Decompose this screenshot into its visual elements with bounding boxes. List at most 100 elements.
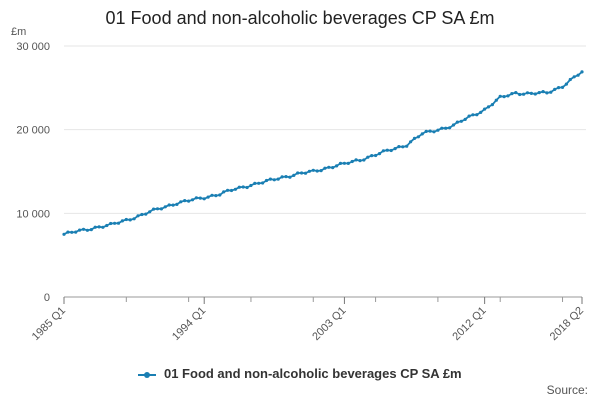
data-point[interactable]: [257, 181, 261, 185]
data-point[interactable]: [70, 230, 74, 234]
data-point[interactable]: [284, 175, 288, 179]
data-point[interactable]: [405, 144, 409, 148]
data-point[interactable]: [66, 230, 70, 234]
data-point[interactable]: [128, 218, 132, 222]
data-point[interactable]: [222, 190, 226, 194]
data-point[interactable]: [553, 87, 557, 91]
data-point[interactable]: [159, 207, 163, 211]
data-point[interactable]: [276, 177, 280, 181]
data-point[interactable]: [113, 221, 117, 225]
data-point[interactable]: [494, 98, 498, 102]
data-point[interactable]: [416, 135, 420, 139]
data-point[interactable]: [545, 91, 549, 95]
data-point[interactable]: [214, 194, 218, 198]
data-point[interactable]: [522, 92, 526, 96]
data-point[interactable]: [576, 73, 580, 77]
data-point[interactable]: [401, 145, 405, 149]
data-point[interactable]: [140, 212, 144, 217]
data-point[interactable]: [292, 173, 296, 177]
data-point[interactable]: [475, 113, 479, 117]
data-point[interactable]: [144, 212, 148, 216]
data-point[interactable]: [97, 225, 101, 229]
data-point[interactable]: [557, 86, 561, 90]
data-point[interactable]: [412, 136, 417, 140]
data-point[interactable]: [229, 188, 234, 193]
data-point[interactable]: [346, 161, 350, 165]
data-point[interactable]: [323, 166, 327, 170]
data-point[interactable]: [167, 203, 171, 207]
data-point[interactable]: [479, 110, 483, 114]
data-point[interactable]: [537, 91, 541, 95]
data-point[interactable]: [280, 175, 284, 179]
data-point[interactable]: [549, 90, 553, 94]
data-point[interactable]: [264, 178, 269, 183]
data-point[interactable]: [307, 169, 311, 173]
data-point[interactable]: [179, 200, 183, 204]
data-point[interactable]: [93, 225, 97, 229]
data-point[interactable]: [148, 210, 152, 214]
data-point[interactable]: [514, 91, 518, 95]
data-point[interactable]: [74, 230, 78, 234]
data-point[interactable]: [198, 196, 202, 200]
data-point[interactable]: [327, 165, 331, 169]
data-point[interactable]: [444, 126, 448, 130]
data-point[interactable]: [467, 114, 471, 118]
data-point[interactable]: [342, 161, 346, 165]
data-point[interactable]: [389, 148, 393, 153]
data-point[interactable]: [81, 227, 86, 231]
data-point[interactable]: [377, 152, 382, 156]
data-point[interactable]: [109, 221, 113, 226]
data-point[interactable]: [338, 161, 343, 165]
data-point[interactable]: [194, 196, 198, 200]
data-point[interactable]: [136, 214, 140, 218]
data-point[interactable]: [393, 147, 397, 151]
data-point[interactable]: [409, 140, 413, 144]
data-point[interactable]: [120, 219, 124, 223]
data-point[interactable]: [506, 94, 510, 98]
data-point[interactable]: [311, 168, 315, 172]
data-point[interactable]: [226, 188, 230, 192]
data-point[interactable]: [335, 164, 339, 168]
data-point[interactable]: [288, 175, 292, 179]
data-point[interactable]: [85, 228, 89, 232]
data-point[interactable]: [424, 129, 428, 133]
data-point[interactable]: [233, 187, 237, 191]
data-point[interactable]: [183, 199, 187, 203]
data-point[interactable]: [381, 149, 385, 153]
data-point[interactable]: [101, 225, 105, 229]
data-point[interactable]: [510, 92, 514, 96]
data-point[interactable]: [568, 77, 572, 82]
data-point[interactable]: [518, 92, 522, 97]
data-point[interactable]: [237, 185, 241, 189]
data-point[interactable]: [448, 126, 452, 130]
data-point[interactable]: [296, 171, 300, 175]
data-point[interactable]: [206, 195, 210, 199]
data-point[interactable]: [455, 120, 459, 124]
data-point[interactable]: [432, 130, 436, 134]
data-point[interactable]: [268, 177, 272, 181]
data-point[interactable]: [374, 153, 378, 158]
data-point[interactable]: [245, 185, 249, 190]
data-point[interactable]: [350, 159, 354, 164]
data-point[interactable]: [362, 158, 366, 162]
data-point[interactable]: [370, 154, 374, 158]
data-point[interactable]: [319, 169, 323, 173]
data-point[interactable]: [78, 228, 82, 232]
data-point[interactable]: [253, 181, 257, 185]
data-point[interactable]: [483, 107, 487, 111]
data-point[interactable]: [358, 159, 362, 163]
data-point[interactable]: [564, 82, 569, 86]
data-point[interactable]: [354, 158, 358, 162]
data-point[interactable]: [89, 228, 93, 232]
legend[interactable]: 01 Food and non-alcoholic beverages CP S…: [0, 366, 600, 381]
data-point[interactable]: [303, 171, 308, 175]
data-point[interactable]: [471, 113, 475, 117]
data-point[interactable]: [315, 169, 319, 173]
data-point[interactable]: [490, 103, 494, 107]
data-point[interactable]: [187, 199, 191, 203]
data-point[interactable]: [210, 193, 214, 197]
data-point[interactable]: [190, 198, 195, 202]
data-point[interactable]: [331, 166, 335, 170]
data-point[interactable]: [560, 85, 565, 89]
data-point[interactable]: [62, 232, 66, 236]
